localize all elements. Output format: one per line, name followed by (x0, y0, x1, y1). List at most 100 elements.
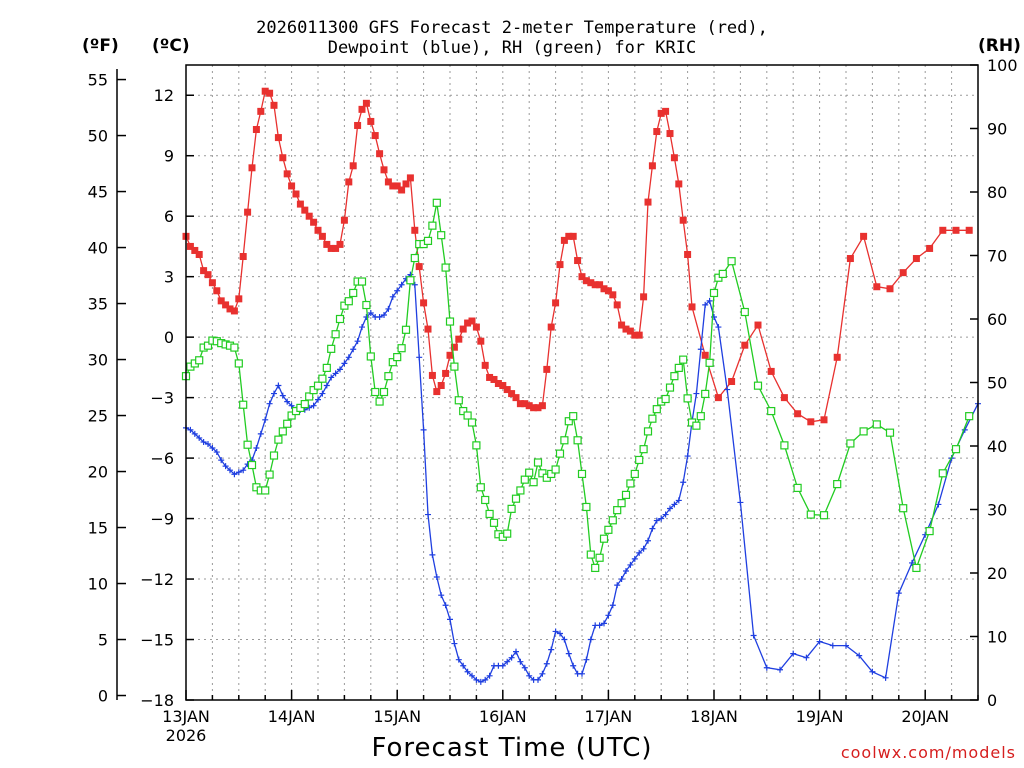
dewpoint-point (623, 567, 629, 574)
dewpoint-point (394, 287, 401, 294)
rh-point (287, 411, 296, 420)
fahrenheit-tick-label: 40 (88, 239, 108, 258)
celsius-axis: 12 9 6 3 0 −3 −6 −9 −12 −15 −18 (140, 86, 194, 710)
rh-point (705, 358, 714, 367)
dewpoint-point (587, 636, 594, 643)
temperature-point (402, 180, 410, 188)
rh-point (718, 269, 727, 279)
temperature-point (226, 305, 234, 313)
rh-point (467, 418, 477, 427)
rh-point (586, 550, 595, 559)
temperature-point (261, 87, 269, 95)
dewpoint-point (843, 642, 849, 649)
temperature-point (556, 261, 564, 269)
temperature-point (354, 121, 362, 129)
dewpoint-point (218, 457, 225, 464)
dewpoint-point (702, 301, 709, 308)
rh-point (740, 307, 749, 317)
rh-point (533, 458, 543, 467)
rh-point (239, 400, 248, 409)
rh-point (643, 427, 653, 436)
rh-tick-label: 10 (987, 628, 1007, 647)
rh-point (670, 372, 679, 381)
rh-point (274, 435, 283, 444)
rh-point (595, 553, 604, 562)
temperature-point (670, 154, 678, 162)
dewpoint-point (737, 499, 744, 506)
temperature-point (873, 283, 881, 291)
rh-point (793, 483, 802, 493)
celsius-tick-label: −6 (150, 449, 174, 468)
dewpoint-point (671, 501, 678, 508)
dewpoint-point (513, 648, 519, 655)
dewpoint-point (376, 313, 383, 320)
dewpoint-point (601, 620, 607, 627)
dewpoint-point (570, 662, 577, 669)
rh-point (393, 353, 402, 362)
rh-point (300, 399, 309, 409)
temperature-point (310, 218, 318, 226)
rh-tick-label: 80 (987, 183, 1007, 202)
temperature-point (662, 107, 670, 115)
dewpoint-point (460, 662, 467, 669)
celsius-tick-label: 6 (164, 207, 174, 226)
time-tick-label: 15JAN (373, 707, 421, 726)
rh-point (591, 563, 600, 573)
rh-point (388, 358, 397, 367)
dewpoint-point (222, 463, 229, 470)
dewpoint-point (477, 678, 484, 685)
rh-point (507, 504, 516, 513)
temperature-point (420, 299, 428, 307)
temperature-point (512, 394, 520, 402)
rh-tick-label: 0 (987, 691, 997, 710)
temperature-point (446, 351, 454, 359)
rh-point (520, 475, 529, 484)
dewpoint-series (183, 271, 981, 685)
rh-point (604, 525, 613, 534)
fahrenheit-tick-label: 5 (98, 631, 108, 650)
dewpoint-point (486, 672, 493, 679)
temperature-point (543, 365, 551, 373)
temperature-point (820, 416, 828, 424)
rh-point (265, 470, 274, 479)
time-tick-label: 20JAN (901, 707, 949, 726)
dewpoint-point (191, 430, 198, 437)
dewpoint-point (662, 511, 669, 518)
rh-tick-label: 60 (987, 310, 1007, 329)
rh-point (450, 362, 459, 371)
rh-point (445, 317, 455, 326)
temperature-point (472, 323, 480, 331)
temperature-point (701, 351, 709, 359)
dewpoint-point (697, 346, 704, 353)
dewpoint-point (235, 469, 242, 476)
dewpoint-point (429, 551, 436, 558)
rh-point (472, 441, 481, 450)
dewpoint-point (385, 305, 392, 312)
rh-point (344, 297, 353, 306)
rh-point (621, 490, 631, 499)
temperature-point (794, 410, 802, 418)
temperature-point (450, 343, 458, 351)
rh-point (379, 387, 389, 397)
dewpoint-point (350, 346, 357, 353)
rh-point (780, 441, 789, 450)
rh-point (230, 343, 239, 352)
dewpoint-point (438, 592, 445, 599)
dewpoint-point (565, 650, 572, 657)
rh-tick-label: 20 (987, 564, 1007, 583)
fahrenheit-tick-label: 10 (88, 575, 108, 594)
rh-point (538, 469, 547, 478)
dewpoint-point (319, 390, 326, 397)
temperature-point (252, 126, 260, 134)
temperature-point (846, 255, 854, 263)
rh-point (819, 511, 829, 520)
dewpoint-point (548, 646, 555, 653)
temperature-point (292, 190, 300, 198)
temperature-point (235, 295, 243, 303)
rh-unit-label: (RH) (978, 36, 1021, 56)
dewpoint-point (341, 360, 348, 367)
temperature-point (459, 325, 467, 333)
fahrenheit-tick-label: 15 (88, 519, 108, 538)
dewpoint-point (275, 382, 282, 389)
temperature-point (767, 367, 775, 375)
